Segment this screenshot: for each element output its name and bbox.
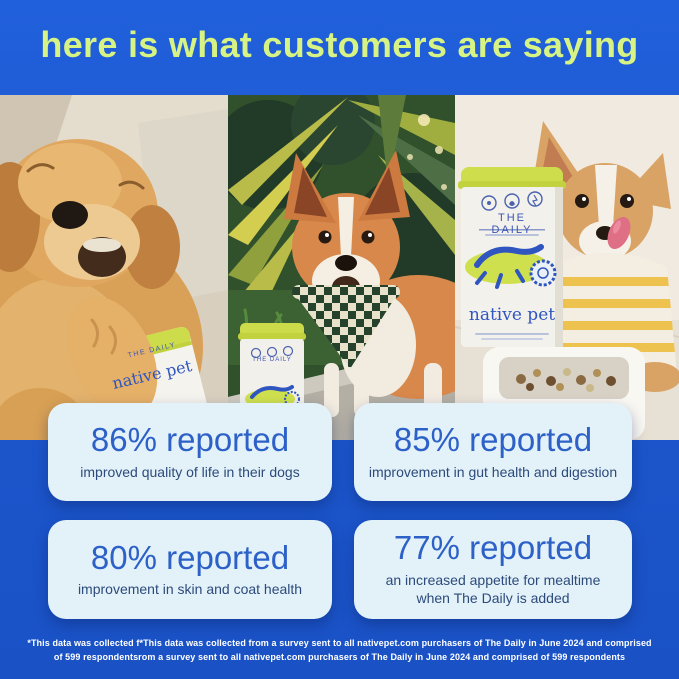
chihuahua-illustration	[455, 95, 679, 440]
stat-value: 80% reported	[90, 538, 290, 576]
disclaimer-line-2: of 599 respondentsrom a survey sent to a…	[53, 651, 626, 662]
stat-value: 86% reported	[90, 421, 290, 459]
photo-corgi: THE DAILY native pet	[228, 95, 455, 440]
stat-card-quality-of-life: 86% reported improved quality of life in…	[48, 403, 332, 501]
page-title: here is what customers are saying	[40, 24, 639, 65]
disclaimer: *This data was collected f*This data was…	[20, 637, 659, 665]
photo-chihuahua: THE DAILY native pet	[455, 95, 679, 440]
stat-value: 77% reported	[393, 529, 593, 567]
golden-retriever-illustration	[0, 95, 228, 440]
stat-card-skin-coat: 80% reported improvement in skin and coa…	[48, 520, 332, 619]
stat-description: improved quality of life in their dogs	[80, 463, 300, 480]
stat-description: improvement in gut health and digestion	[368, 463, 618, 480]
stat-description: improvement in skin and coat health	[77, 581, 303, 598]
photo-golden-retriever: THE DAILY native pet	[0, 95, 228, 440]
stat-description: an increased appetite for mealtime when …	[385, 572, 601, 607]
disclaimer-line-1: *This data was collected f*This data was…	[27, 638, 652, 648]
stat-card-gut-health: 85% reported improvement in gut health a…	[354, 403, 632, 501]
stat-card-appetite: 77% reported an increased appetite for m…	[354, 520, 632, 619]
photo-strip: THE DAILY native pet	[0, 95, 679, 440]
corgi-illustration	[228, 95, 455, 440]
product-container-large	[458, 167, 566, 347]
stat-value: 85% reported	[393, 421, 593, 459]
